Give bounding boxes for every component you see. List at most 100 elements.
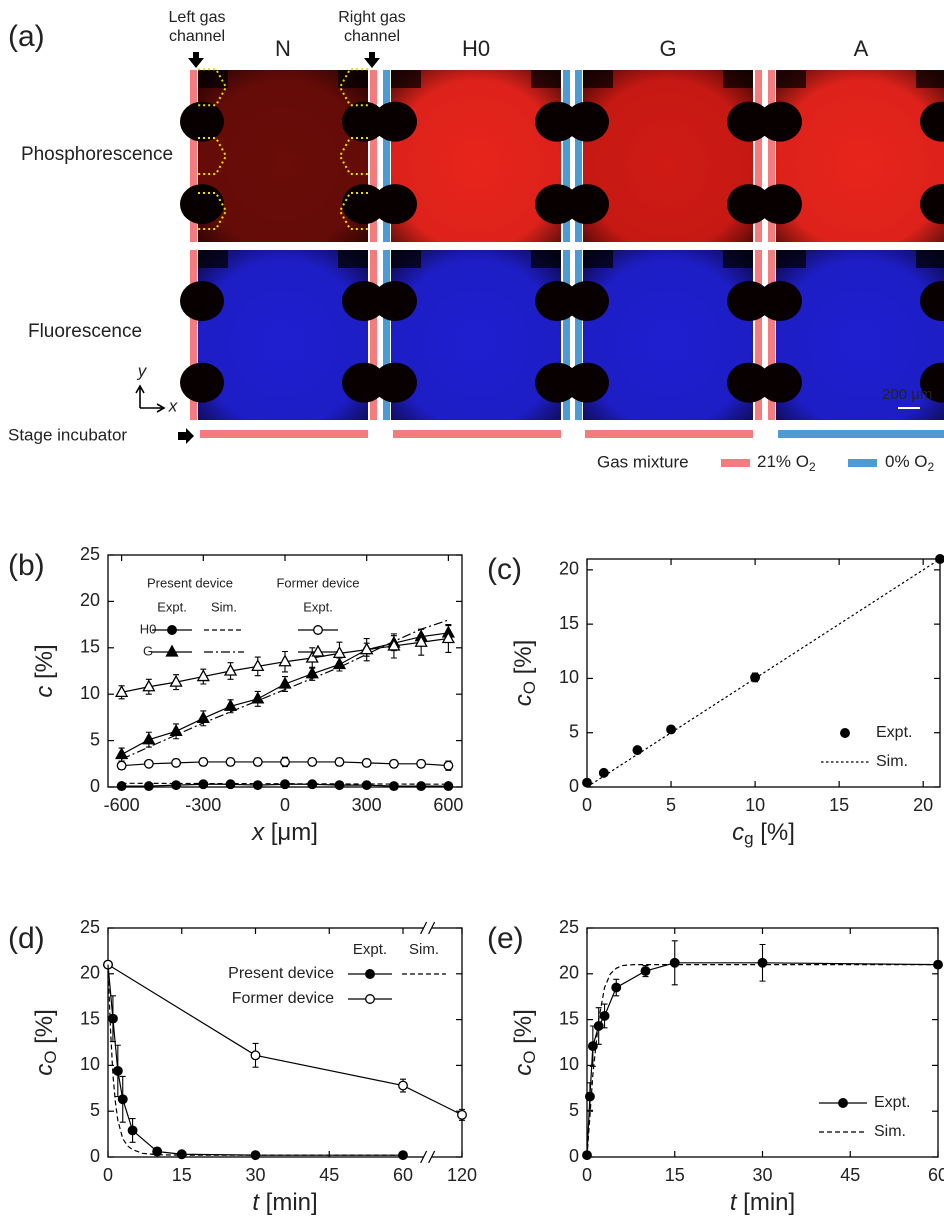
stage-bar bbox=[200, 430, 368, 438]
pillar bbox=[727, 101, 771, 142]
point bbox=[838, 1098, 848, 1108]
x-tick-label: 10 bbox=[745, 795, 765, 815]
legend-row: G bbox=[143, 643, 153, 658]
legend-swatch bbox=[721, 459, 750, 467]
point bbox=[388, 781, 399, 792]
point bbox=[311, 644, 325, 657]
y-axis-label-main: c bbox=[510, 1064, 537, 1076]
stage-bar bbox=[778, 430, 944, 438]
point bbox=[416, 781, 427, 792]
point bbox=[176, 1149, 187, 1160]
point bbox=[251, 659, 265, 672]
point bbox=[107, 1013, 118, 1024]
axis-icon-label: y bbox=[137, 361, 148, 380]
pillar bbox=[565, 281, 609, 321]
y-tick-label: 0 bbox=[90, 1146, 100, 1166]
y-axis-label-sub: O bbox=[520, 681, 539, 694]
point bbox=[582, 777, 592, 788]
pillar bbox=[727, 362, 771, 403]
point bbox=[416, 758, 427, 769]
roi-outline bbox=[338, 137, 368, 175]
point bbox=[116, 760, 127, 771]
pillar bbox=[920, 281, 944, 321]
series-line bbox=[121, 782, 449, 785]
point bbox=[632, 745, 643, 756]
corner-shade bbox=[531, 70, 561, 88]
y-tick-label: 15 bbox=[80, 637, 100, 657]
x-axis-label-rest: [min] bbox=[736, 1189, 795, 1216]
axis-break bbox=[420, 921, 436, 935]
column-label: A bbox=[854, 36, 869, 61]
legend-label-sub: 2 bbox=[809, 460, 816, 474]
legend-label-main: 0% O bbox=[885, 452, 928, 471]
legend-column: Expt. bbox=[303, 599, 333, 614]
corner-shade bbox=[723, 250, 753, 268]
point bbox=[152, 1146, 163, 1157]
x-axis-label: x [μm] bbox=[251, 819, 318, 846]
x-axis-label-sub: g bbox=[744, 829, 753, 848]
point bbox=[669, 957, 680, 968]
arrow bbox=[364, 52, 380, 68]
pillar bbox=[565, 184, 609, 225]
stage-bar bbox=[393, 430, 561, 438]
micrograph bbox=[391, 250, 561, 420]
y-tick-label: 20 bbox=[80, 963, 100, 983]
x-tick-label: 60 bbox=[928, 1165, 944, 1185]
arrow bbox=[188, 52, 204, 68]
column-label: H0 bbox=[462, 36, 490, 61]
corner-shade bbox=[916, 250, 944, 268]
point bbox=[223, 663, 238, 676]
legend-row: H0 bbox=[140, 621, 157, 636]
pillar bbox=[373, 281, 417, 321]
x-tick-label: 15 bbox=[829, 795, 849, 815]
point bbox=[584, 1091, 595, 1102]
panel-label: (a) bbox=[8, 20, 45, 53]
series-line bbox=[107, 964, 403, 1156]
pillar bbox=[727, 281, 771, 321]
x-axis-label-rest: [min] bbox=[259, 1189, 318, 1216]
y-axis-label-rest: [%] bbox=[510, 1009, 537, 1050]
x-tick-label: 20 bbox=[913, 795, 933, 815]
x-axis-label: t [min] bbox=[252, 1189, 317, 1216]
legend-group: Present device bbox=[147, 575, 233, 590]
point bbox=[171, 780, 182, 791]
pillar bbox=[342, 362, 386, 403]
y-tick-label: 5 bbox=[569, 721, 579, 741]
point bbox=[457, 1109, 467, 1120]
point bbox=[313, 625, 323, 635]
x-axis-label: cg [%] bbox=[732, 819, 795, 848]
y-tick-label: 5 bbox=[90, 729, 100, 749]
y-axis-label-rest: [%] bbox=[31, 644, 58, 685]
legend-label: 21% O2 bbox=[757, 452, 816, 474]
corner-shade bbox=[583, 70, 613, 88]
x-tick-label: 0 bbox=[582, 1165, 592, 1185]
legend-title: Gas mixture bbox=[597, 452, 689, 471]
point bbox=[611, 982, 622, 993]
point bbox=[115, 684, 129, 697]
point bbox=[587, 1041, 598, 1052]
point bbox=[142, 732, 156, 745]
roi-outline bbox=[198, 192, 228, 231]
point bbox=[334, 756, 345, 767]
x-tick-label: 45 bbox=[840, 1165, 860, 1185]
y-axis-label: cO [%] bbox=[510, 1009, 539, 1076]
axis-icon-label: x bbox=[168, 396, 178, 415]
y-tick-label: 15 bbox=[80, 1008, 100, 1028]
micrograph bbox=[583, 250, 753, 420]
point bbox=[334, 780, 345, 791]
y-tick-label: 5 bbox=[569, 1100, 579, 1120]
y-tick-label: 0 bbox=[90, 776, 100, 796]
corner-shade bbox=[338, 250, 368, 268]
point bbox=[142, 679, 156, 692]
pillar bbox=[342, 101, 386, 142]
x-tick-label: 45 bbox=[319, 1165, 339, 1185]
x-tick-label: 5 bbox=[666, 795, 676, 815]
y-tick-label: 10 bbox=[559, 667, 579, 687]
x-axis-label-main: c bbox=[732, 819, 744, 846]
x-tick-label: 15 bbox=[665, 1165, 685, 1185]
row-label: Phosphorescence bbox=[21, 144, 173, 165]
point bbox=[196, 669, 210, 682]
y-tick-label: 0 bbox=[569, 1146, 579, 1166]
legend-swatch bbox=[848, 459, 877, 467]
